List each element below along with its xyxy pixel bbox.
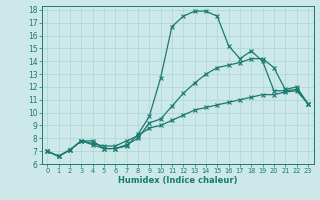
- X-axis label: Humidex (Indice chaleur): Humidex (Indice chaleur): [118, 176, 237, 185]
